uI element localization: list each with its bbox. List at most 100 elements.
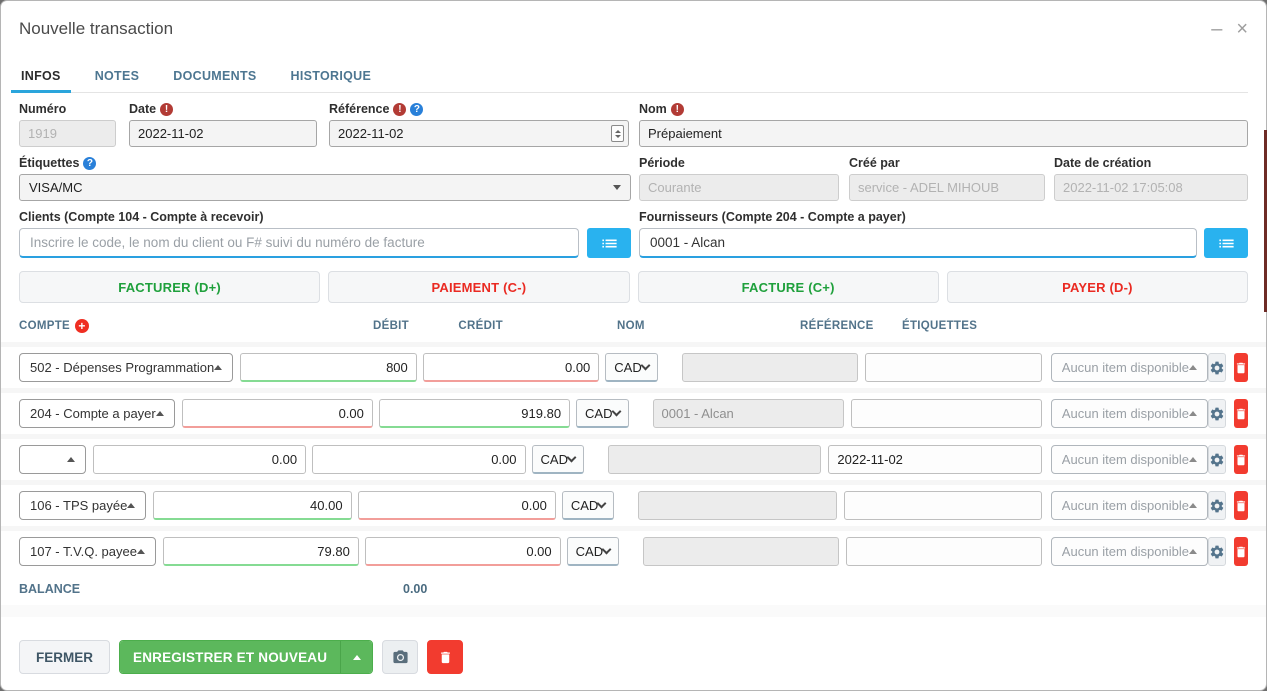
row-settings-button[interactable] [1207,353,1226,382]
footer-actions: FERMER ENREGISTRER ET NOUVEAU [19,640,464,674]
account-select[interactable]: 204 - Compte a payer [19,399,175,428]
save-options-caret-button[interactable] [340,641,373,673]
numero-input [19,120,116,147]
credit-input[interactable] [378,399,571,428]
account-select[interactable]: 107 - T.V.Q. payee [19,537,156,566]
credit-input[interactable] [312,445,526,474]
camera-button[interactable] [382,640,419,674]
add-row-icon[interactable]: + [75,319,89,333]
debit-input[interactable] [181,399,373,428]
background-page-edge [1264,130,1267,312]
minimize-icon[interactable]: – [1211,18,1223,40]
caret-up-icon [1188,457,1197,462]
account-select[interactable]: 502 - Dépenses Programmation [19,353,234,382]
currency-select[interactable]: CAD [561,491,615,520]
debit-input[interactable] [92,445,307,474]
row-delete-button[interactable] [1234,537,1248,566]
paiement-button[interactable]: PAIEMENT (C-) [328,271,630,303]
save-split-button: ENREGISTRER ET NOUVEAU [119,640,374,674]
currency-value: CAD [540,451,568,467]
row-settings-button[interactable] [1208,399,1227,428]
fournisseurs-list-button[interactable] [1204,228,1248,258]
caret-up-icon [127,503,136,508]
tab-notes[interactable]: NOTES [94,69,140,83]
row-settings-button[interactable] [1208,537,1226,566]
row-etiquettes-select[interactable]: Aucun item disponible [1050,537,1208,566]
facturer-button[interactable]: FACTURER (D+) [19,271,321,303]
table-row: 107 - T.V.Q. payee CAD Aucun item dispon… [19,531,1248,572]
etiquettes-placeholder: Aucun item disponible [1061,360,1189,375]
row-settings-button[interactable] [1207,491,1226,520]
row-reference-input[interactable] [843,491,1042,520]
account-select[interactable] [19,445,86,474]
currency-select[interactable]: CAD [576,399,629,428]
row-reference-input[interactable] [845,537,1042,566]
row-reference-input[interactable] [865,353,1042,382]
caret-down-icon [613,185,621,190]
table-row: CAD Aucun item disponible [19,439,1248,480]
reference-stepper-icon[interactable] [611,125,624,142]
account-select-value: 107 - T.V.Q. payee [30,544,137,559]
row-delete-button[interactable] [1233,445,1248,474]
gear-icon [1210,499,1224,512]
row-delete-button[interactable] [1233,353,1248,382]
reference-input[interactable] [329,120,629,147]
row-nom-input [681,353,859,382]
table-row: 106 - TPS payée CAD Aucun item disponibl… [19,485,1248,526]
currency-select[interactable]: CAD [531,445,584,474]
payer-button[interactable]: PAYER (D-) [946,271,1248,303]
currency-value: CAD [614,359,642,375]
debit-input[interactable] [240,353,417,382]
fournisseurs-input[interactable] [639,228,1197,258]
tab-bar: INFOS NOTES DOCUMENTS HISTORIQUE [11,61,1248,93]
cree-par-label: Créé par [849,156,900,170]
periode-input [639,174,839,201]
row-etiquettes-select[interactable]: Aucun item disponible [1050,399,1209,428]
row-reference-input[interactable] [850,399,1042,428]
row-reference-input[interactable] [828,445,1042,474]
facture-button[interactable]: FACTURE (C+) [637,271,939,303]
balance-value: 0.00 [403,582,428,596]
table-row: 204 - Compte a payer CAD Aucun item disp… [19,393,1249,434]
row-nom-input [638,491,837,520]
delete-transaction-button[interactable] [427,640,464,674]
credit-input[interactable] [364,537,561,566]
clients-list-button[interactable] [587,228,631,258]
nom-input[interactable] [639,120,1248,147]
row-etiquettes-select[interactable]: Aucun item disponible [1050,491,1208,520]
tab-infos[interactable]: INFOS [11,61,71,93]
currency-select[interactable]: CAD [566,537,620,566]
close-icon[interactable]: × [1236,18,1248,40]
account-select[interactable]: 106 - TPS payée [19,491,147,520]
debit-input[interactable] [153,491,352,520]
credit-input[interactable] [422,353,600,382]
cree-par-input [849,174,1045,201]
etiquettes-select[interactable]: VISA/MC [19,174,631,201]
currency-select[interactable]: CAD [605,353,658,382]
clients-search-input[interactable] [19,228,579,258]
row-delete-button[interactable] [1234,399,1249,428]
help-icon[interactable]: ? [83,156,97,170]
row-settings-button[interactable] [1207,445,1226,474]
currency-value: CAD [575,543,604,559]
fermer-button[interactable]: FERMER [19,640,110,674]
etiquettes-header: ÉTIQUETTES [902,320,978,332]
row-etiquettes-select[interactable]: Aucun item disponible [1050,445,1208,474]
tab-documents[interactable]: DOCUMENTS [173,69,257,83]
row-delete-button[interactable] [1233,491,1248,520]
list-icon [601,239,617,247]
date-input[interactable] [129,120,317,147]
help-icon[interactable]: ? [410,102,424,116]
nom-header: NOM [617,320,645,332]
enregistrer-et-nouveau-button[interactable]: ENREGISTRER ET NOUVEAU [120,641,341,673]
caret-up-icon [214,365,223,370]
caret-up-icon [352,654,361,660]
credit-header: CRÉDIT [458,320,503,332]
row-etiquettes-select[interactable]: Aucun item disponible [1050,353,1208,382]
credit-input[interactable] [357,491,556,520]
etiquettes-select-value: VISA/MC [29,180,83,195]
balance-label: BALANCE [19,582,81,596]
caret-up-icon [1188,503,1197,508]
debit-input[interactable] [162,537,359,566]
tab-historique[interactable]: HISTORIQUE [290,69,372,83]
